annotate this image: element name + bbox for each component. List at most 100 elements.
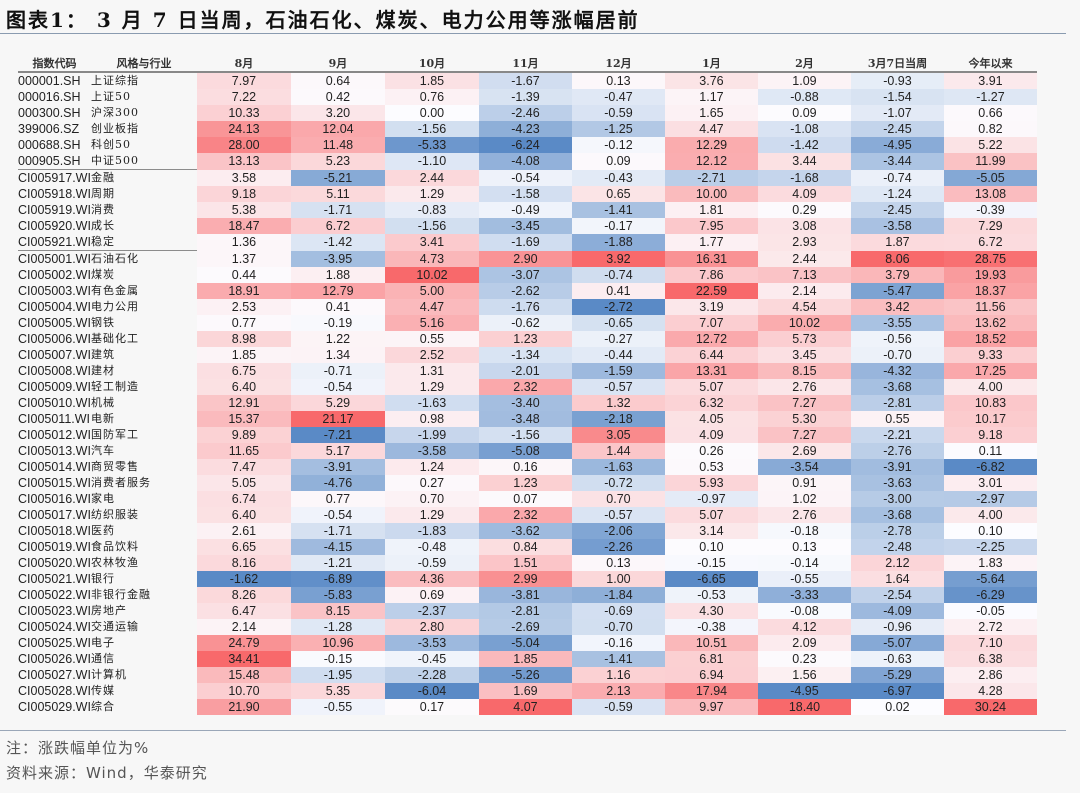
return-cell: -3.33 <box>757 587 851 603</box>
index-name: 钢铁 <box>90 316 115 329</box>
return-cell: 5.07 <box>664 507 758 523</box>
return-cell: -1.62 <box>196 571 291 587</box>
return-cell: -0.38 <box>664 619 758 635</box>
return-cell: 1.16 <box>571 667 665 683</box>
return-cell: -1.63 <box>384 395 479 411</box>
return-cell: 4.73 <box>384 250 479 267</box>
index-code: 000001.SH <box>18 74 81 88</box>
index-name: 非银行金融 <box>90 588 151 601</box>
return-cell: 11.65 <box>196 443 291 459</box>
returns-heatmap-table: 指数代码 风格与行业 8月 9月 10月 11月 12月 1月 2月 3月7日当周 今年以来 000… <box>18 55 1037 715</box>
return-cell: 18.52 <box>943 331 1037 347</box>
table-row: CI005024.WI 交通运输 2.14 -1.28 2.80 -2.69 -0.70 -0… <box>18 619 1037 635</box>
return-cell: 5.07 <box>664 379 758 395</box>
return-cell: 10.02 <box>757 315 851 331</box>
index-code: 000300.SH <box>18 106 81 120</box>
return-cell: 12.91 <box>196 395 291 411</box>
index-name: 电子 <box>90 636 115 649</box>
index-code: CI005018.WI <box>18 524 91 538</box>
index-name: 消费 <box>90 203 115 216</box>
return-cell: -0.55 <box>290 699 385 715</box>
return-cell: 1.77 <box>664 234 758 251</box>
table-row: CI005029.WI 综合 21.90 -0.55 0.17 4.07 -0.59 9.97… <box>18 699 1037 715</box>
return-cell: -0.55 <box>757 571 851 587</box>
index-name: 金融 <box>90 171 115 184</box>
index-name: 电力公用 <box>90 300 139 313</box>
return-cell: 0.55 <box>384 331 479 347</box>
return-cell: -2.48 <box>850 539 944 555</box>
return-cell: 3.42 <box>850 299 944 315</box>
index-code: CI005001.WI <box>18 252 91 266</box>
index-code: CI005014.WI <box>18 460 91 474</box>
return-cell: 1.87 <box>850 234 944 251</box>
return-cell: -6.04 <box>384 683 479 699</box>
return-cell: 24.13 <box>196 121 291 137</box>
return-cell: -2.62 <box>478 283 572 299</box>
return-cell: -0.63 <box>850 651 944 667</box>
return-cell: 5.30 <box>757 411 851 427</box>
return-cell: 18.91 <box>196 283 291 299</box>
return-cell: 1.44 <box>571 443 665 459</box>
return-cell: 2.90 <box>478 250 572 267</box>
return-cell: 2.53 <box>196 299 291 315</box>
table-row: 000905.SH 中证500 13.13 5.23 -1.10 -4.08 0.09 12.… <box>18 153 1037 170</box>
return-cell: -0.88 <box>757 89 851 105</box>
index-name: 煤炭 <box>90 268 115 281</box>
return-cell: 10.83 <box>943 395 1037 411</box>
column-header: 1月 <box>664 55 758 73</box>
return-cell: 4.09 <box>757 186 851 202</box>
return-cell: 2.80 <box>384 619 479 635</box>
return-cell: -3.07 <box>478 267 572 283</box>
return-cell: -0.27 <box>571 331 665 347</box>
return-cell: -3.45 <box>478 218 572 234</box>
column-header: 今年以来 <box>943 55 1037 73</box>
return-cell: -1.71 <box>290 523 385 539</box>
return-cell: 5.00 <box>384 283 479 299</box>
return-cell: 3.45 <box>757 347 851 363</box>
return-cell: -0.54 <box>290 379 385 395</box>
index-code: CI005008.WI <box>18 364 91 378</box>
return-cell: -4.08 <box>478 153 572 170</box>
return-cell: -0.74 <box>571 267 665 283</box>
return-cell: 1.65 <box>664 105 758 121</box>
return-cell: 4.07 <box>478 699 572 715</box>
index-code: CI005017.WI <box>18 508 91 522</box>
return-cell: 1.17 <box>664 89 758 105</box>
return-cell: -3.53 <box>384 635 479 651</box>
return-cell: -5.21 <box>290 169 385 186</box>
return-cell: -1.41 <box>571 651 665 667</box>
return-cell: -0.97 <box>664 491 758 507</box>
return-cell: -3.91 <box>290 459 385 475</box>
return-cell: -2.46 <box>478 105 572 121</box>
return-cell: 7.27 <box>757 427 851 443</box>
return-cell: -0.57 <box>571 379 665 395</box>
return-cell: 0.09 <box>571 153 665 170</box>
index-code: CI005005.WI <box>18 316 91 330</box>
return-cell: 9.97 <box>664 699 758 715</box>
index-code: CI005918.WI <box>18 187 91 201</box>
return-cell: 22.59 <box>664 283 758 299</box>
return-cell: 0.13 <box>757 539 851 555</box>
return-cell: 2.76 <box>757 379 851 395</box>
return-cell: -0.93 <box>850 72 944 89</box>
return-cell: 28.00 <box>196 137 291 153</box>
return-cell: 6.81 <box>664 651 758 667</box>
table-row: CI005010.WI 机械 12.91 5.29 -1.63 -3.40 1.32 6.32… <box>18 395 1037 411</box>
return-cell: 0.82 <box>943 121 1037 137</box>
return-cell: 1.22 <box>290 331 385 347</box>
return-cell: -0.44 <box>571 347 665 363</box>
table-row: CI005007.WI 建筑 1.85 1.34 2.52 -1.34 -0.44 6.44 3… <box>18 347 1037 363</box>
table-row: CI005028.WI 传媒 10.70 5.35 -6.04 1.69 2.13 17.94… <box>18 683 1037 699</box>
return-cell: 0.91 <box>757 475 851 491</box>
return-cell: -0.71 <box>290 363 385 379</box>
return-cell: -3.55 <box>850 315 944 331</box>
return-cell: 3.19 <box>664 299 758 315</box>
index-name: 沪深300 <box>90 106 139 119</box>
return-cell: 1.23 <box>478 331 572 347</box>
return-cell: 8.98 <box>196 331 291 347</box>
return-cell: -2.01 <box>478 363 572 379</box>
return-cell: -0.15 <box>664 555 758 571</box>
return-cell: 6.72 <box>943 234 1037 251</box>
index-name: 建筑 <box>90 348 115 361</box>
return-cell: -5.07 <box>850 635 944 651</box>
